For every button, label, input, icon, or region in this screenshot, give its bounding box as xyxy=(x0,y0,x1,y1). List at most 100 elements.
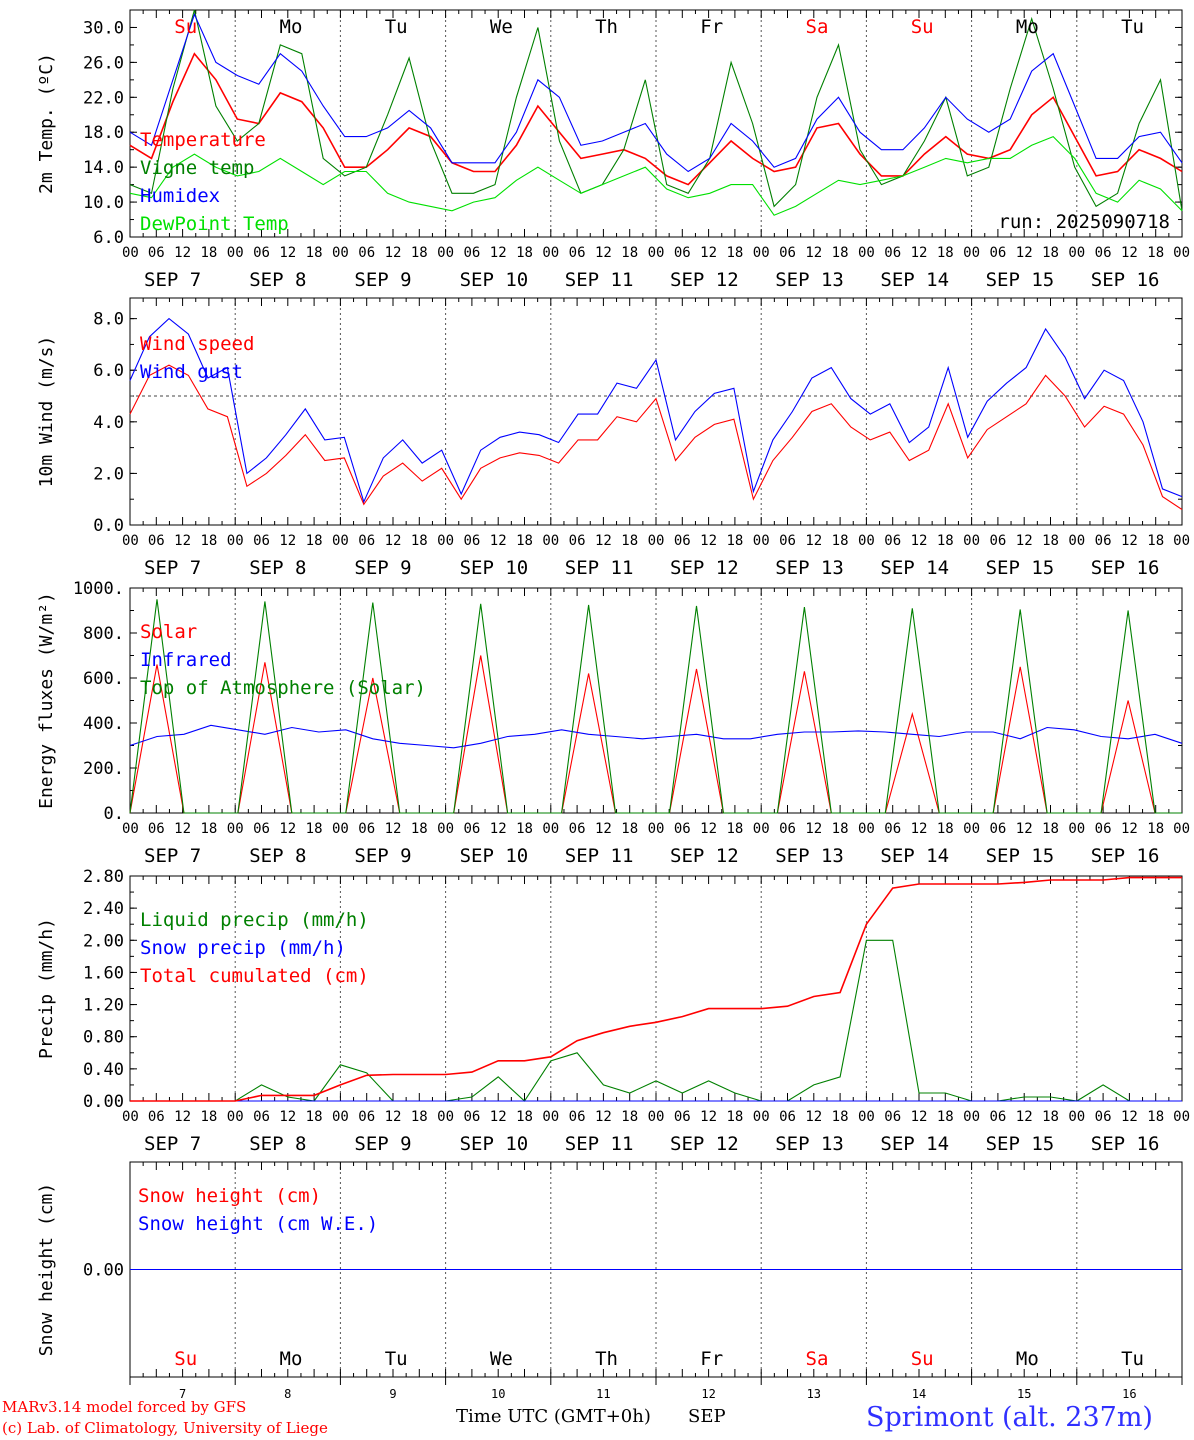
hour-tick-label: 00 xyxy=(753,533,770,549)
run-label: run: 2025090718 xyxy=(998,211,1170,233)
date-label: SEP 15 xyxy=(986,269,1055,291)
hour-tick-label: 12 xyxy=(700,821,717,837)
date-label: SEP 11 xyxy=(565,845,634,867)
hour-tick-label: 00 xyxy=(1068,533,1085,549)
y-tick-label: 1.60 xyxy=(83,963,124,983)
hour-tick-label: 00 xyxy=(1173,821,1190,837)
date-label: SEP 13 xyxy=(775,269,844,291)
y-tick-label: 2.40 xyxy=(83,899,124,919)
hour-tick-label: 00 xyxy=(122,821,139,837)
hour-tick-label: 00 xyxy=(753,1109,770,1125)
y-tick-label: 30.0 xyxy=(83,18,124,38)
hour-tick-label: 00 xyxy=(1068,245,1085,261)
hour-tick-label: 18 xyxy=(200,1109,217,1125)
hour-tick-label: 06 xyxy=(569,821,586,837)
y-axis-title: 10m Wind (m/s) xyxy=(36,336,57,488)
hour-tick-label: 12 xyxy=(279,1109,296,1125)
hour-tick-label: 12 xyxy=(911,245,928,261)
day-name-bottom: Mo xyxy=(280,1348,303,1370)
legend-wind-gust: Wind gust xyxy=(140,361,243,383)
date-label: SEP 9 xyxy=(354,557,411,579)
hour-tick-label: 00 xyxy=(648,245,665,261)
hour-tick-label: 00 xyxy=(648,533,665,549)
hour-tick-label: 18 xyxy=(200,533,217,549)
hour-tick-label: 12 xyxy=(490,533,507,549)
hour-tick-label: 00 xyxy=(227,533,244,549)
hour-tick-label: 12 xyxy=(279,245,296,261)
date-label: SEP 7 xyxy=(144,845,201,867)
hour-tick-label: 18 xyxy=(516,245,533,261)
hour-tick-label: 18 xyxy=(200,245,217,261)
day-name-bottom: Fr xyxy=(700,1348,723,1370)
hour-tick-label: 18 xyxy=(516,1109,533,1125)
hour-tick-label: 06 xyxy=(779,245,796,261)
hour-tick-label: 00 xyxy=(963,245,980,261)
hour-tick-label: 18 xyxy=(937,821,954,837)
y-tick-label: 0.00 xyxy=(83,1092,124,1112)
date-label: SEP 12 xyxy=(670,845,739,867)
hour-tick-label: 06 xyxy=(569,245,586,261)
hour-tick-label: 18 xyxy=(937,245,954,261)
y-tick-label: 10.0 xyxy=(83,193,124,213)
y-tick-label: 800. xyxy=(83,624,124,644)
hour-tick-label: 00 xyxy=(437,533,454,549)
legend-solar: Solar xyxy=(140,621,197,643)
hour-tick-label: 06 xyxy=(989,245,1006,261)
hour-tick-label: 06 xyxy=(463,1109,480,1125)
hour-tick-label: 12 xyxy=(1016,1109,1033,1125)
day-name-bottom: Tu xyxy=(385,1348,408,1370)
hour-tick-label: 18 xyxy=(200,821,217,837)
legend-liquid-precip-mm-h-: Liquid precip (mm/h) xyxy=(140,909,369,931)
day-name-top: Mo xyxy=(280,16,303,38)
hour-tick-label: 12 xyxy=(700,245,717,261)
date-label: SEP 13 xyxy=(775,845,844,867)
y-tick-label: 1.20 xyxy=(83,996,124,1016)
hour-tick-label: 12 xyxy=(700,533,717,549)
date-label: SEP 15 xyxy=(986,845,1055,867)
hour-tick-label: 06 xyxy=(569,1109,586,1125)
date-label: SEP 14 xyxy=(880,557,949,579)
panel-energy: 0. 200. 400. 600. 800. 1000. Energy fluxes (W/… xyxy=(36,579,1190,867)
day-name-top: Mo xyxy=(1016,16,1039,38)
hour-tick-label: 06 xyxy=(253,1109,270,1125)
hour-tick-label: 18 xyxy=(1042,821,1059,837)
hour-tick-label: 00 xyxy=(542,821,559,837)
legend-wind-speed: Wind speed xyxy=(140,333,254,355)
y-tick-label: 2.80 xyxy=(83,867,124,887)
date-label: SEP 8 xyxy=(249,269,306,291)
day-name-top: Tu xyxy=(1121,16,1144,38)
hour-tick-label: 18 xyxy=(306,245,323,261)
time-axis-title: Time UTC (GMT+0h) xyxy=(456,1406,651,1427)
hour-tick-label: 18 xyxy=(937,1109,954,1125)
hour-tick-label: 00 xyxy=(542,1109,559,1125)
hour-tick-label: 06 xyxy=(253,821,270,837)
day-name-bottom: Su xyxy=(911,1348,934,1370)
hour-tick-label: 06 xyxy=(989,533,1006,549)
legend-total-cumulated-cm-: Total cumulated (cm) xyxy=(140,965,369,987)
hour-tick-label: 12 xyxy=(1121,245,1138,261)
hour-tick-label: 12 xyxy=(805,533,822,549)
copyright-credit: (c) Lab. of Climatology, University of L… xyxy=(2,1419,328,1437)
hour-tick-label: 00 xyxy=(1068,1109,1085,1125)
hour-tick-label: 12 xyxy=(1016,245,1033,261)
hour-tick-label: 12 xyxy=(911,533,928,549)
hour-tick-label: 12 xyxy=(174,1109,191,1125)
hour-tick-label: 00 xyxy=(648,821,665,837)
date-label: SEP 11 xyxy=(565,269,634,291)
y-tick-label: 600. xyxy=(83,669,124,689)
y-tick-label: 6.0 xyxy=(93,228,124,248)
hour-tick-label: 00 xyxy=(858,821,875,837)
series-wind-speed xyxy=(129,364,1183,510)
hour-tick-label: 06 xyxy=(148,245,165,261)
hour-tick-label: 06 xyxy=(1095,245,1112,261)
y-axis-title: Snow height (cm) xyxy=(36,1183,57,1356)
legend-snow-precip-mm-h-: Snow precip (mm/h) xyxy=(140,937,346,959)
y-tick-label: 14.0 xyxy=(83,158,124,178)
hour-tick-label: 00 xyxy=(437,821,454,837)
y-tick-label: 4.0 xyxy=(93,413,124,433)
hour-tick-label: 06 xyxy=(358,821,375,837)
hour-tick-label: 12 xyxy=(385,821,402,837)
date-label: SEP 14 xyxy=(880,845,949,867)
y-axis-title: Precip (mm/h) xyxy=(36,918,57,1059)
y-tick-label: 22.0 xyxy=(83,88,124,108)
